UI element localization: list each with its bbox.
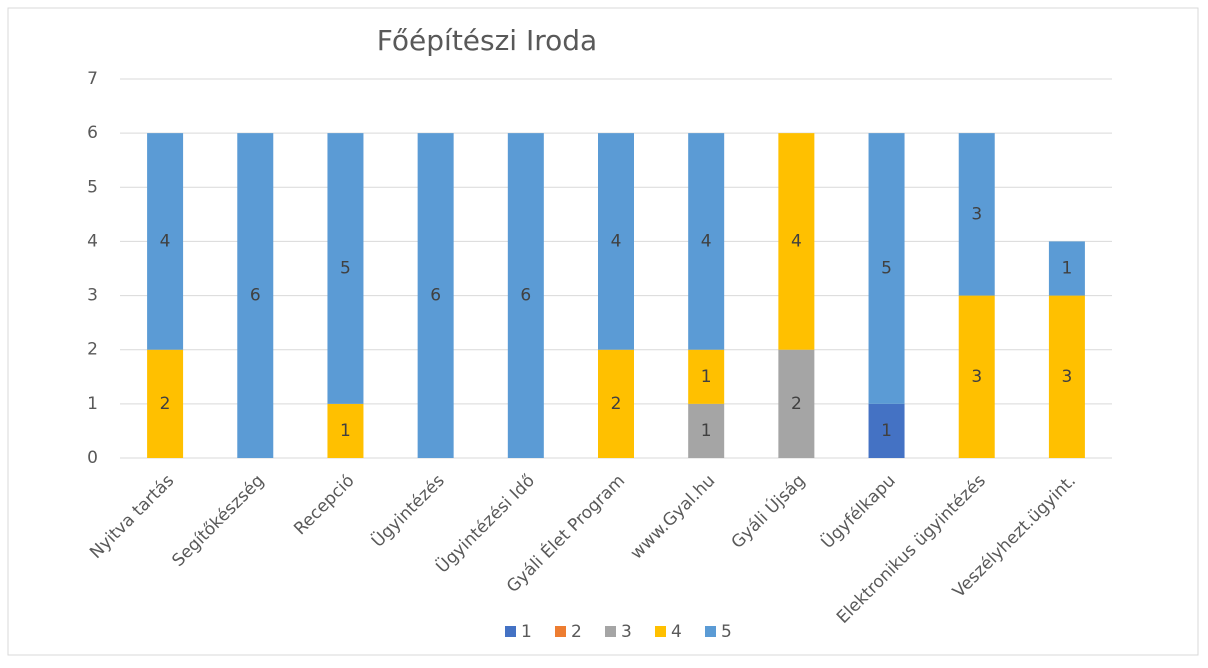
y-tick-label: 6: [87, 123, 98, 143]
data-label: 4: [701, 231, 712, 251]
bar-segment: [237, 133, 274, 458]
data-label: 6: [430, 286, 441, 306]
legend-swatch: [505, 626, 516, 637]
legend-swatch: [605, 626, 616, 637]
bar-segment: [147, 349, 184, 458]
bar-segment: [417, 133, 454, 458]
bar-segment: [1048, 241, 1085, 296]
bar-segment: [688, 349, 725, 404]
y-tick-label: 5: [87, 177, 98, 197]
bar-segment: [507, 133, 544, 458]
data-label: 1: [1061, 259, 1072, 279]
bar-segment: [868, 403, 905, 458]
y-tick-label: 1: [87, 394, 98, 414]
bar-segment: [778, 349, 815, 458]
legend-swatch: [555, 626, 566, 637]
chart-title: Főépítészi Iroda: [377, 24, 597, 57]
data-label: 1: [701, 421, 712, 441]
data-label: 1: [340, 421, 351, 441]
bar-segment: [327, 133, 364, 404]
data-label: 3: [971, 204, 982, 224]
legend-swatch: [655, 626, 666, 637]
y-tick-label: 3: [87, 286, 98, 306]
data-label: 3: [971, 367, 982, 387]
data-label: 5: [340, 259, 351, 279]
legend-label: 2: [571, 622, 582, 642]
data-label: 5: [881, 259, 892, 279]
bar-segment: [958, 295, 995, 458]
y-tick-label: 7: [87, 69, 98, 89]
data-label: 3: [1061, 367, 1072, 387]
data-label: 2: [611, 394, 622, 414]
bar-segment: [778, 133, 815, 350]
bar-segment: [958, 133, 995, 296]
bar-segment: [1048, 295, 1085, 458]
data-label: 2: [791, 394, 802, 414]
y-tick-label: 2: [87, 340, 98, 360]
data-label: 2: [160, 394, 171, 414]
data-label: 4: [791, 231, 802, 251]
bar-segment: [868, 133, 905, 404]
y-tick-label: 0: [87, 448, 98, 468]
data-label: 6: [520, 286, 531, 306]
bar-segment: [598, 349, 634, 458]
bar-segment: [598, 133, 634, 350]
legend-swatch: [705, 626, 716, 637]
data-label: 6: [250, 286, 261, 306]
data-label: 1: [701, 367, 712, 387]
bar-segment: [688, 133, 725, 350]
data-label: 1: [881, 421, 892, 441]
legend-label: 1: [521, 622, 532, 642]
bar-segment: [327, 403, 364, 458]
y-tick-label: 4: [87, 231, 98, 251]
legend-label: 5: [721, 622, 732, 642]
bar-segment: [147, 133, 184, 350]
bar-segment: [688, 403, 725, 458]
legend-label: 4: [671, 622, 682, 642]
data-label: 4: [611, 231, 622, 251]
legend-label: 3: [621, 622, 632, 642]
data-label: 4: [160, 231, 171, 251]
